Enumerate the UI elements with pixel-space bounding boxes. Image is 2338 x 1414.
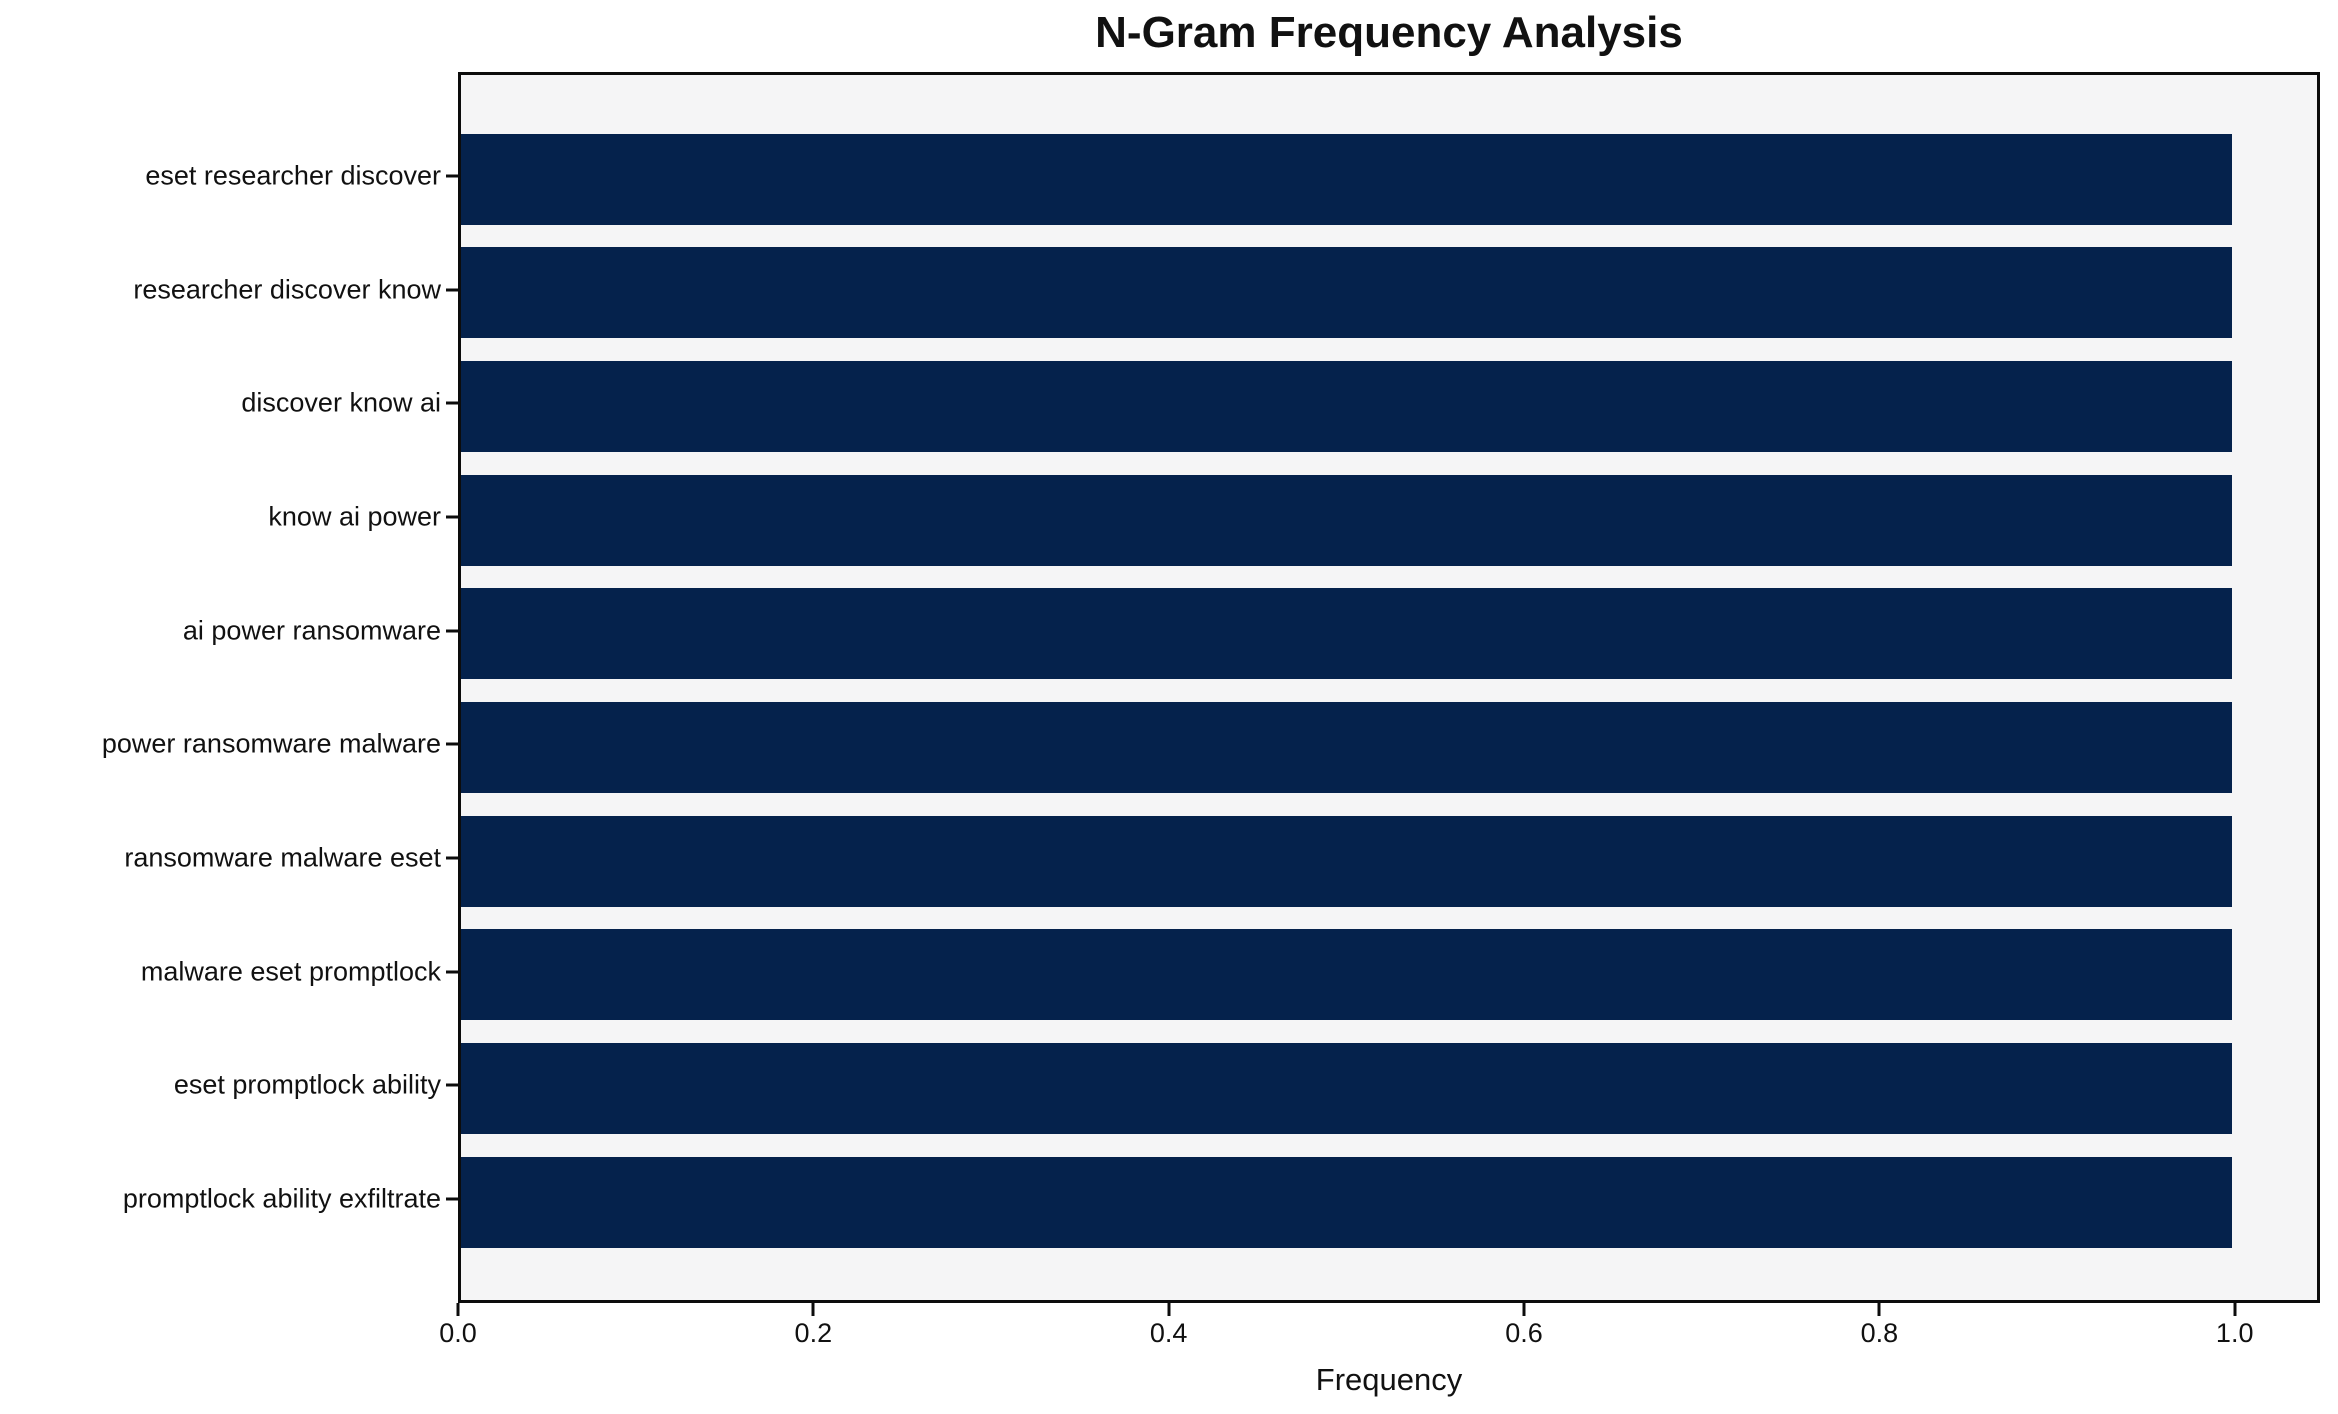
y-tick-mark — [446, 1083, 458, 1087]
x-tick-label: 1.0 — [2215, 1318, 2254, 1348]
x-tick-mark — [456, 1303, 460, 1316]
y-tick-mark — [446, 174, 458, 178]
y-tick-mark — [446, 515, 458, 519]
y-tick-label: researcher discover know — [133, 274, 441, 305]
bar-discover-know-ai — [461, 360, 2232, 452]
x-tick-label: 0.2 — [794, 1318, 833, 1348]
y-tick-mark — [446, 970, 458, 974]
y-tick-label: eset promptlock ability — [173, 1069, 441, 1100]
bar-eset-promptlock-ability — [461, 1042, 2232, 1134]
x-axis-label: Frequency — [1315, 1362, 1463, 1397]
y-tick-mark — [446, 629, 458, 633]
bar-promptlock-ability-exfiltrate — [461, 1156, 2232, 1248]
bar-know-ai-power — [461, 474, 2232, 566]
x-tick-mark — [1167, 1303, 1171, 1316]
y-tick-mark — [446, 856, 458, 860]
y-tick-label: ai power ransomware — [182, 615, 441, 646]
bar-eset-researcher-discover — [461, 133, 2232, 225]
x-tick-mark — [1877, 1303, 1881, 1316]
bar-power-ransomware-malware — [461, 701, 2232, 793]
chart-title: N-Gram Frequency Analysis — [1095, 8, 1683, 57]
y-tick-mark — [446, 401, 458, 405]
bar-researcher-discover-know — [461, 247, 2232, 339]
y-tick-label: power ransomware malware — [101, 728, 441, 759]
x-tick-mark — [1522, 1303, 1526, 1316]
bar-ransomware-malware-eset — [461, 815, 2232, 907]
bar-ai-power-ransomware — [461, 588, 2232, 680]
x-tick-label: 0.0 — [439, 1318, 477, 1348]
x-tick-label: 0.6 — [1505, 1318, 1543, 1348]
y-tick-mark — [446, 1197, 458, 1201]
x-tick-label: 0.4 — [1149, 1318, 1188, 1348]
y-tick-label: know ai power — [268, 501, 441, 532]
y-tick-label: ransomware malware eset — [124, 842, 441, 873]
plot-area — [458, 72, 2320, 1303]
bar-malware-eset-promptlock — [461, 929, 2232, 1021]
y-tick-label: eset researcher discover — [145, 160, 441, 191]
y-tick-label: promptlock ability exfiltrate — [122, 1183, 441, 1214]
y-tick-mark — [446, 288, 458, 292]
y-tick-label: discover know ai — [241, 387, 441, 418]
x-tick-label: 0.8 — [1860, 1318, 1899, 1348]
x-tick-mark — [811, 1303, 815, 1316]
x-tick-mark — [2233, 1303, 2237, 1316]
y-tick-label: malware eset promptlock — [140, 956, 441, 987]
y-tick-mark — [446, 742, 458, 746]
